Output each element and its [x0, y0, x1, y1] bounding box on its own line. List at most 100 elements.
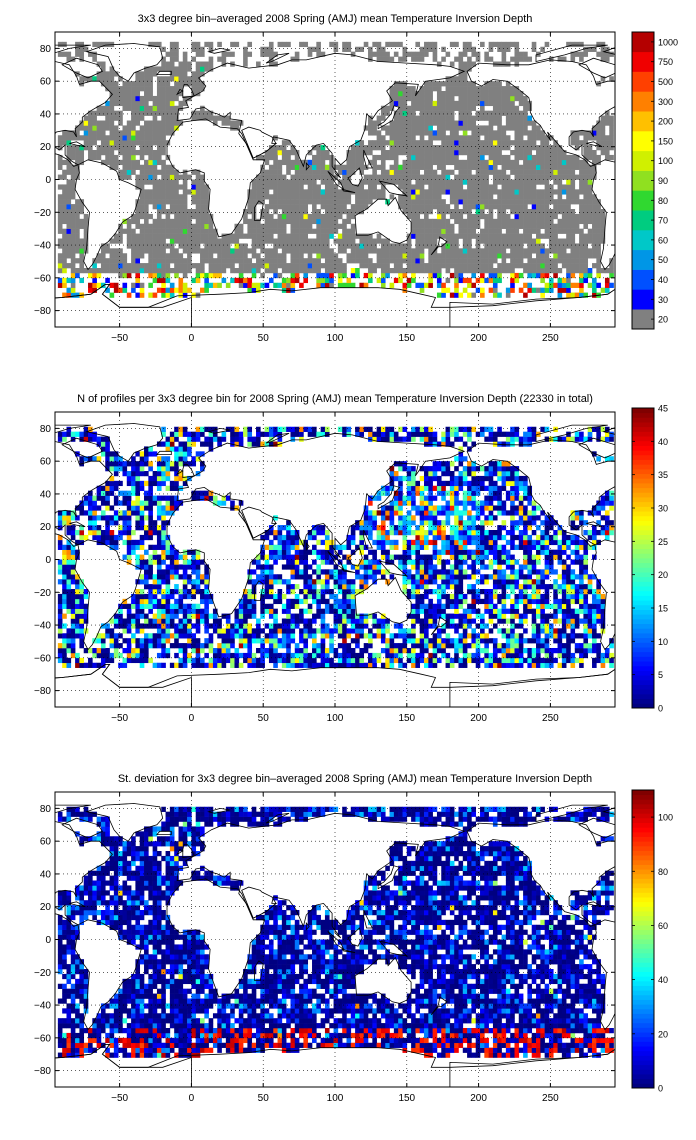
data-cell: [411, 628, 416, 634]
data-cell: [268, 633, 274, 639]
data-cell: [531, 272, 537, 279]
coastline: [207, 47, 231, 54]
data-cell: [510, 169, 515, 175]
y-tick-label: 80: [40, 44, 52, 55]
data-cell: [406, 169, 412, 175]
data-cell: [462, 223, 468, 229]
data-cell: [492, 169, 498, 175]
data-cell: [195, 623, 201, 629]
data-cell: [161, 164, 166, 170]
data-cell: [243, 282, 248, 288]
data-cell: [497, 189, 502, 195]
data-cell: [165, 51, 171, 57]
data-cell: [148, 258, 153, 264]
data-cell: [79, 125, 85, 131]
data-cell: [592, 199, 597, 205]
data-cell: [402, 51, 408, 57]
data-cell: [497, 159, 502, 166]
data-cell: [393, 263, 399, 269]
data-cell: [161, 248, 166, 254]
data-cell: [225, 233, 231, 239]
data-cell: [536, 150, 541, 156]
data-cell: [191, 76, 197, 82]
data-cell: [260, 154, 265, 161]
data-cell: [518, 643, 524, 649]
data-cell: [501, 633, 507, 639]
data-cell: [100, 120, 106, 126]
data-cell: [376, 652, 382, 659]
data-cell: [105, 154, 110, 161]
data-cell: [312, 652, 317, 659]
data-cell: [286, 179, 291, 185]
data-cell: [191, 228, 197, 234]
data-cell: [592, 287, 597, 293]
data-cell: [449, 657, 455, 664]
data-cell: [475, 135, 481, 141]
data-cell: [480, 159, 485, 166]
data-cell: [135, 268, 141, 274]
data-cell: [428, 159, 433, 166]
data-cell: [100, 125, 106, 131]
data-cell: [441, 228, 446, 234]
data-cell: [109, 618, 115, 624]
data-cell: [144, 209, 149, 215]
data-cell: [135, 184, 141, 190]
data-cell: [118, 159, 123, 166]
data-cell: [398, 140, 403, 146]
data-cell: [527, 233, 533, 239]
data-cell: [531, 41, 537, 48]
data-cell: [299, 184, 304, 190]
data-cell: [320, 154, 326, 161]
data-cell: [144, 130, 149, 136]
data-cell: [488, 140, 494, 146]
colorbar-tick-label: 150: [658, 136, 673, 146]
data-cell: [169, 184, 175, 190]
data-cell: [488, 46, 494, 52]
data-cell: [380, 169, 386, 175]
data-cell: [428, 199, 433, 205]
data-cell: [200, 174, 205, 180]
data-cell: [178, 243, 184, 249]
coastline: [684, 119, 696, 237]
data-cell: [161, 81, 166, 87]
data-cell: [432, 184, 438, 190]
data-cell: [424, 243, 429, 249]
data-cell: [286, 233, 291, 239]
data-cell: [415, 184, 421, 190]
data-cell: [445, 263, 451, 269]
data-cell: [510, 199, 515, 205]
data-cell: [536, 164, 541, 170]
data-cell: [281, 238, 287, 244]
data-cell: [462, 66, 468, 72]
data-cell: [424, 643, 429, 649]
data-cell: [350, 150, 356, 156]
data-cell: [350, 613, 356, 619]
data-cell: [583, 204, 589, 210]
data-cell: [307, 243, 313, 249]
data-cell: [436, 258, 442, 264]
data-cell: [497, 268, 502, 274]
data-cell: [251, 287, 257, 293]
data-cell: [411, 263, 416, 269]
data-cell: [505, 46, 511, 52]
data-cell: [268, 623, 274, 629]
data-cell: [126, 120, 132, 126]
data-cell: [148, 268, 153, 274]
data-cell: [208, 648, 214, 654]
data-cell: [432, 258, 438, 264]
data-cell: [169, 253, 175, 259]
data-cell: [505, 184, 511, 190]
data-cell: [458, 150, 464, 156]
data-cell: [544, 204, 550, 210]
data-cell: [156, 179, 162, 185]
data-cell: [135, 135, 141, 141]
data-cell: [475, 652, 481, 659]
data-cell: [436, 204, 442, 210]
data-cell: [393, 258, 399, 264]
data-cell: [363, 189, 369, 195]
data-cell: [419, 154, 425, 161]
data-cell: [514, 233, 520, 239]
data-cell: [583, 164, 589, 170]
data-cell: [492, 228, 498, 234]
data-cell: [182, 248, 188, 254]
